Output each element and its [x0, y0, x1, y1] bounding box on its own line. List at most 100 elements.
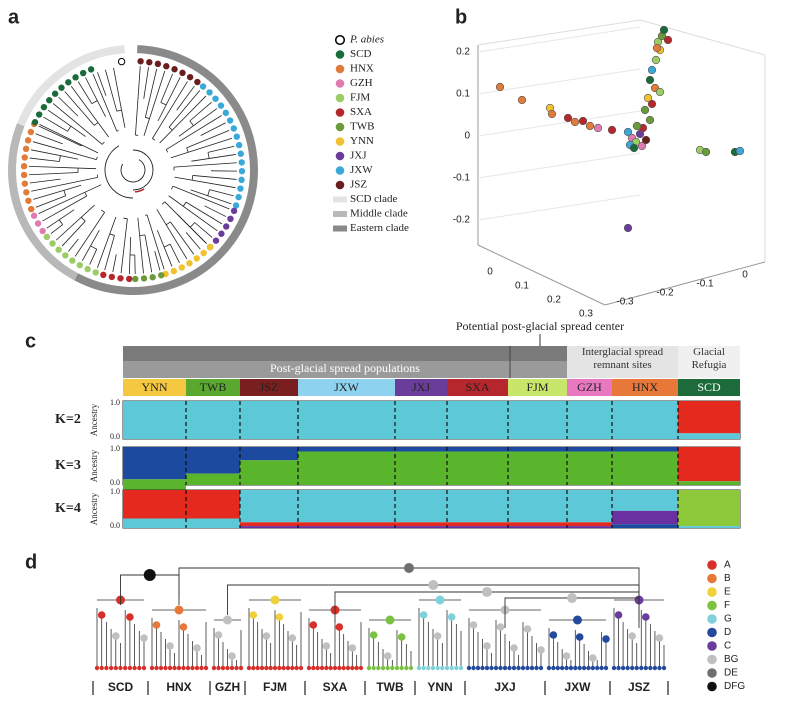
ancestry-block — [678, 447, 740, 482]
leaf-dot — [104, 665, 109, 671]
legend-label: GZH — [350, 77, 373, 89]
tree-branch — [97, 72, 107, 96]
leaf-dot — [149, 274, 156, 281]
leaf-dot — [616, 665, 621, 671]
ancestry-block — [186, 401, 240, 439]
legend-swatch — [335, 108, 345, 117]
leaf-dot — [22, 145, 30, 153]
leaf-dot — [27, 128, 35, 136]
tree-branch — [104, 69, 118, 112]
leaf-dot — [117, 57, 126, 66]
population-label: GZH — [577, 380, 602, 394]
leaf-dot — [87, 66, 95, 73]
leaf-dot — [92, 269, 99, 276]
leaf-dot — [84, 265, 91, 273]
scatter-dot — [659, 25, 669, 35]
leaf-dot — [223, 223, 230, 230]
population-label: GZH — [215, 680, 240, 694]
legend-swatch — [707, 681, 717, 692]
tree-branch — [134, 188, 145, 193]
leaf-dot — [620, 665, 626, 671]
legend-swatch — [335, 122, 345, 132]
leaf-dot — [657, 665, 662, 671]
tree-branch — [165, 149, 169, 153]
leaf-dot — [185, 665, 191, 671]
leaf-dot — [573, 665, 578, 671]
tree-node — [510, 644, 518, 652]
tree-branch — [74, 212, 105, 257]
ancestry-block — [567, 401, 612, 439]
scatter-dot — [585, 121, 595, 131]
leaf-dot — [117, 275, 124, 282]
tree-branch — [29, 178, 61, 184]
tree-branch — [113, 67, 126, 128]
leaf-dot — [238, 176, 245, 184]
tree-branch — [209, 189, 234, 197]
tree-node — [348, 644, 357, 652]
tree-node — [482, 587, 492, 597]
tree-branch — [109, 233, 115, 236]
ancestry-block — [186, 473, 240, 485]
tree-branch — [137, 217, 144, 274]
x-tick-label: 0.2 — [547, 295, 561, 306]
tree-branch — [189, 101, 212, 122]
leaf-dot — [76, 261, 84, 269]
tree-branch — [135, 66, 141, 136]
tree-node — [214, 631, 223, 639]
leaf-dot — [555, 665, 560, 671]
leaf-dot — [113, 665, 119, 671]
scatter-dot — [623, 223, 633, 233]
leaf-dot — [51, 90, 59, 97]
leaf-dot — [661, 665, 667, 671]
tree-branch — [112, 254, 117, 273]
leaf-dot — [281, 665, 286, 671]
ancestry-block — [567, 451, 612, 485]
tree-branch — [85, 77, 106, 117]
leaf-dot — [298, 665, 304, 671]
leaf-dot — [440, 665, 445, 671]
tree-branch — [55, 204, 95, 241]
leaf-dot — [394, 665, 400, 671]
ancestry-block — [447, 401, 508, 439]
clade-ring — [74, 45, 258, 295]
tree-node — [369, 631, 378, 639]
leaf-dot — [20, 162, 28, 170]
tree-branch — [31, 176, 98, 192]
leaf-dot — [55, 246, 62, 253]
leaf-dot — [65, 79, 72, 86]
ancestry-block — [123, 447, 186, 480]
legend-swatch — [707, 641, 717, 651]
legend-swatch — [333, 196, 347, 203]
leaf-dot — [232, 202, 240, 209]
legend-swatch — [707, 654, 717, 665]
tree-branch — [152, 81, 188, 139]
tree-node — [655, 634, 664, 642]
tree-node — [383, 652, 392, 660]
leaf-dot — [118, 665, 123, 671]
leaf-dot — [163, 665, 168, 671]
leaf-dot — [648, 665, 653, 671]
tree-branch — [35, 133, 63, 145]
leaf-dot — [629, 665, 635, 671]
legend-label: G — [724, 614, 732, 625]
population-label: SXA — [323, 680, 348, 694]
ancestry-block — [678, 481, 740, 485]
population-label: HNX — [166, 680, 191, 694]
z-tick-label: 0 — [464, 131, 470, 142]
leaf-dot — [24, 137, 32, 144]
leaf-dot — [40, 103, 48, 111]
leaf-dot — [493, 665, 499, 671]
leaf-dot — [125, 275, 133, 283]
tree-branch — [29, 172, 79, 176]
legend-label: YNN — [350, 135, 374, 147]
ancestry-block — [508, 447, 567, 452]
ancestry-block — [612, 447, 678, 452]
legend-label: Eastern clade — [350, 222, 409, 234]
tree-branch — [116, 130, 119, 132]
tree-branch — [101, 141, 105, 145]
legend-label: SCD — [350, 48, 371, 60]
axis-line — [639, 19, 766, 56]
tree-node — [567, 593, 577, 603]
axis-label: Ancestry — [89, 403, 99, 436]
group-band — [123, 346, 567, 361]
